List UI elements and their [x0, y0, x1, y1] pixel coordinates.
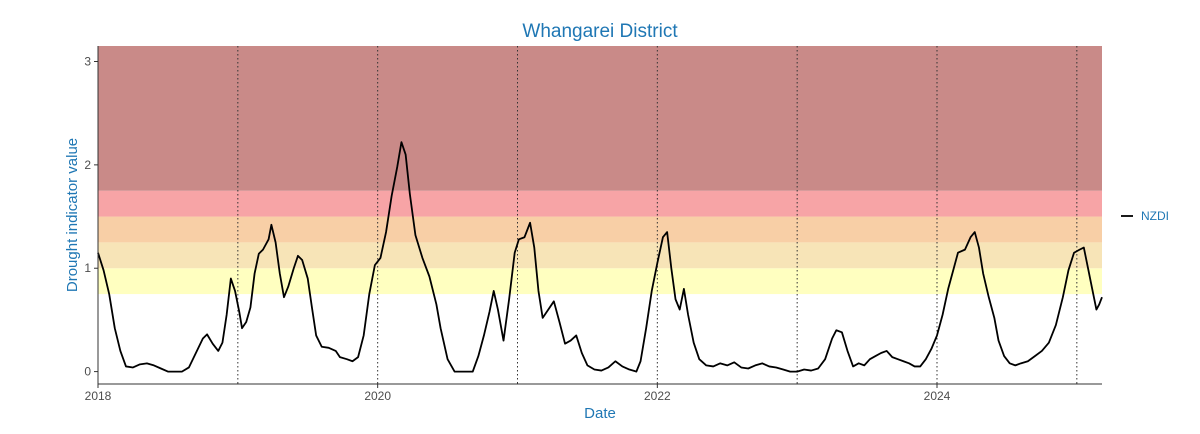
x-tick-label: 2018: [85, 389, 112, 403]
threshold-band-0: [98, 268, 1102, 295]
y-axis-ticks: 0 1 2 3: [84, 55, 98, 379]
x-tick-label: 2022: [644, 389, 671, 403]
y-tick-label: 0: [84, 365, 91, 379]
x-axis-title: Date: [584, 405, 616, 422]
y-axis-title: Drought indicator value: [64, 138, 81, 292]
y-tick-label: 3: [84, 55, 91, 69]
series-lines: [97, 141, 1103, 373]
threshold-band-2: [98, 216, 1102, 243]
threshold-band-4: [98, 46, 1102, 191]
x-tick-label: 2020: [364, 389, 391, 403]
legend: NZDI: [1121, 209, 1169, 223]
chart-title: Whangarei District: [522, 21, 678, 42]
threshold-bands: [98, 46, 1102, 295]
series-line-nzdi: [97, 141, 1103, 373]
legend-label-nzdi: NZDI: [1141, 209, 1169, 223]
y-tick-label: 1: [84, 261, 91, 275]
x-axis-ticks: 2018 2020 2022 2024: [85, 384, 951, 403]
y-tick-label: 2: [84, 158, 91, 172]
threshold-band-1: [98, 242, 1102, 269]
x-tick-label: 2024: [924, 389, 951, 403]
year-reference-lines: [237, 46, 1078, 384]
threshold-band-3: [98, 190, 1102, 217]
